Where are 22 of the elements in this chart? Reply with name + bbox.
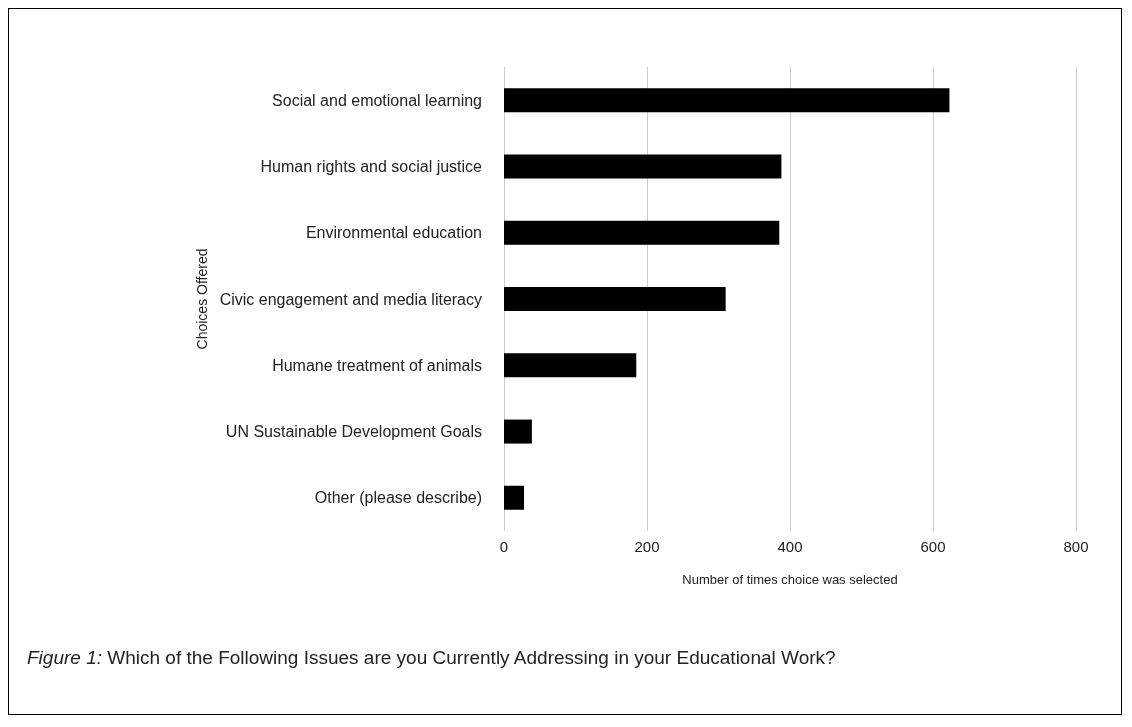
y-tick-label: Human rights and social justice bbox=[260, 157, 483, 175]
x-tick-label: 0 bbox=[499, 538, 509, 555]
bar bbox=[504, 287, 726, 311]
x-tick-label: 400 bbox=[777, 538, 803, 555]
caption: Figure 1: Which of the Following Issues are you Currently Addressing in your Educational Work? bbox=[27, 646, 837, 670]
x-tick-label: 200 bbox=[634, 538, 660, 555]
y-tick-label: UN Sustainable Development Goals bbox=[225, 423, 482, 441]
bar bbox=[504, 88, 950, 113]
bar bbox=[504, 154, 782, 179]
y-axis-title: Choices Offered bbox=[193, 248, 210, 350]
bar bbox=[504, 220, 780, 245]
y-tick-label: Social and emotional learning bbox=[272, 91, 482, 109]
x-tick-label: 600 bbox=[920, 538, 946, 555]
bar bbox=[504, 419, 532, 444]
bar bbox=[504, 353, 637, 378]
x-axis-title: Number of times choice was selected bbox=[682, 572, 898, 587]
bar bbox=[504, 485, 525, 510]
y-tick-label: Humane treatment of animals bbox=[272, 356, 482, 374]
y-tick-label: Other (please describe) bbox=[314, 489, 482, 507]
y-tick-label: Civic engagement and media literacy bbox=[219, 290, 482, 308]
x-tick-label: 800 bbox=[1063, 538, 1089, 555]
y-tick-label: Environmental education bbox=[305, 224, 482, 242]
